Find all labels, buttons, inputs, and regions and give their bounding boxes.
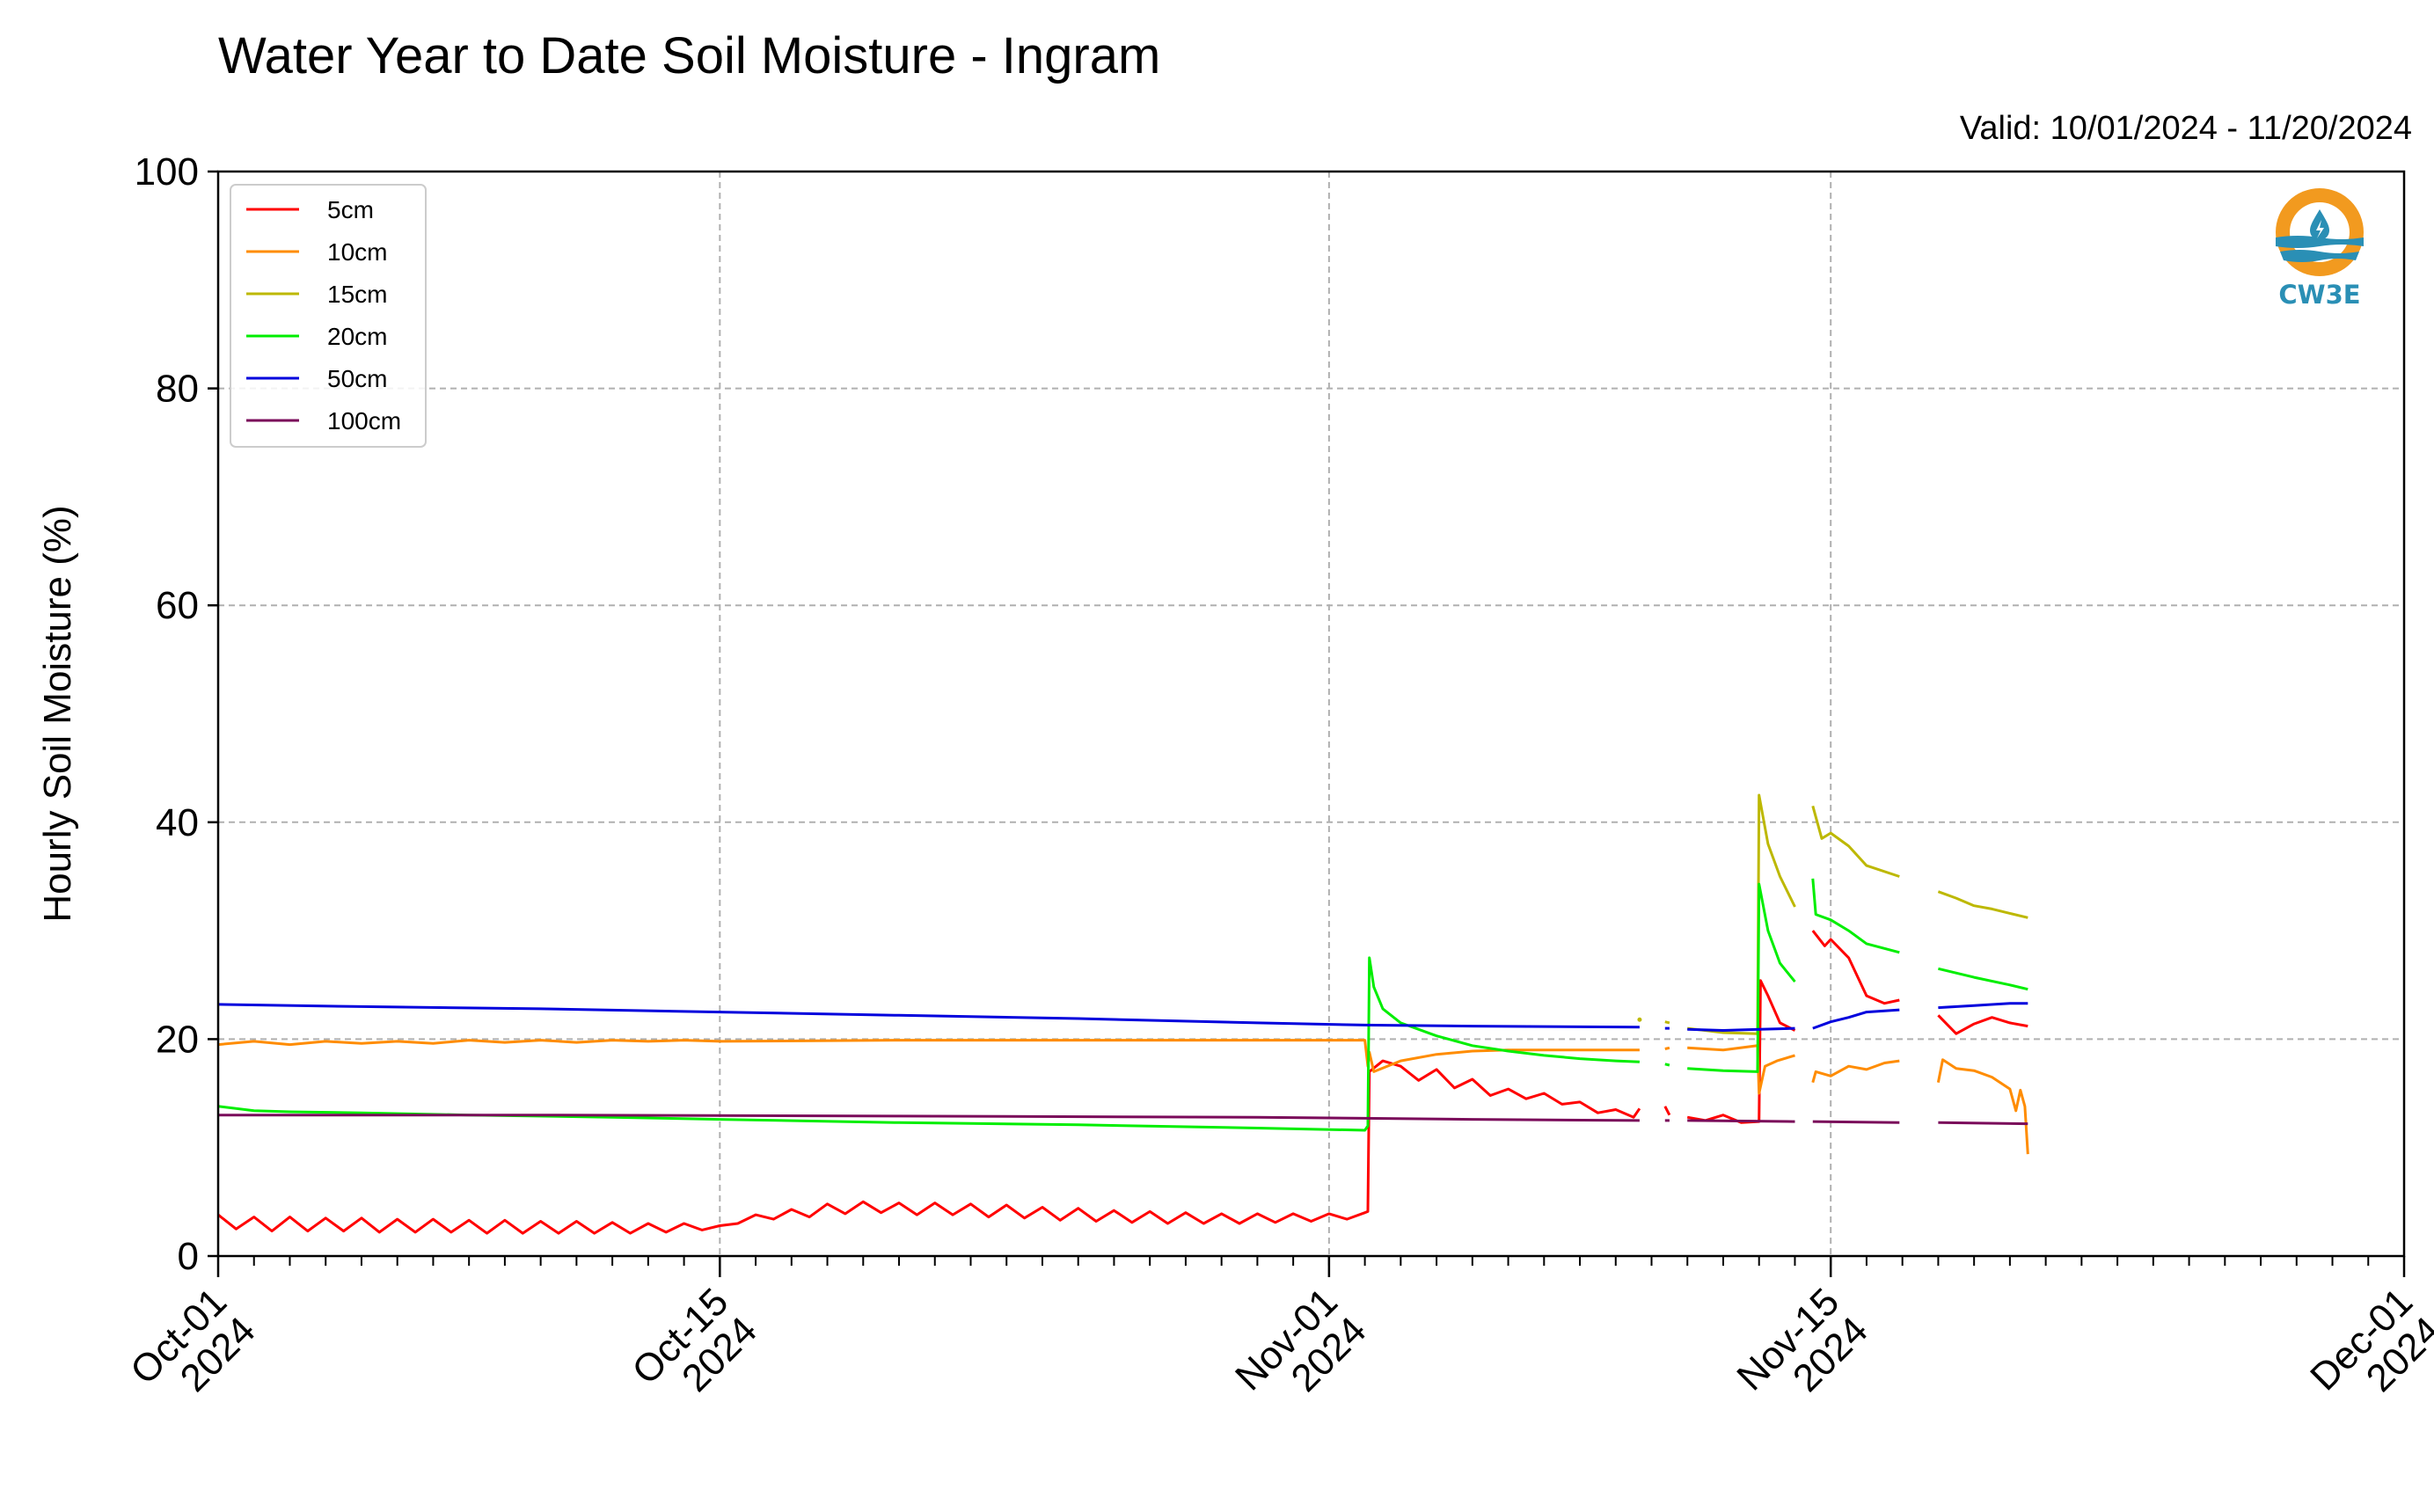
y-axis-label: Hourly Soil Moisture (%) — [36, 505, 79, 922]
y-tick-label: 0 — [178, 1235, 199, 1278]
legend-label-15cm: 15cm — [327, 281, 387, 308]
series-line — [1687, 793, 1796, 1035]
y-tick-label: 20 — [156, 1018, 199, 1061]
series-line — [1938, 1002, 2028, 1010]
series-line — [1811, 878, 1900, 954]
series-line — [1811, 805, 1900, 878]
x-tick-label: Nov-012024 — [1227, 1280, 1374, 1427]
series-line — [1687, 1026, 1795, 1032]
series-line — [1664, 1020, 1670, 1025]
legend-label-5cm: 5cm — [327, 196, 374, 223]
series-line — [1664, 1063, 1670, 1067]
series-line — [217, 1039, 1640, 1073]
series-line — [217, 1059, 1641, 1235]
series-line — [1687, 1044, 1795, 1095]
series-20cm — [217, 878, 2028, 1132]
grid-lines — [218, 172, 2404, 1256]
chart-title: Water Year to Date Soil Moisture - Ingra… — [218, 27, 1161, 84]
series-point — [1637, 1017, 1642, 1022]
x-tick-label: Oct-012024 — [122, 1280, 264, 1421]
series-line — [1937, 1014, 2028, 1035]
series-line — [1937, 890, 2028, 919]
y-tick-label: 100 — [135, 150, 199, 194]
x-tick-label: Oct-152024 — [624, 1280, 765, 1421]
legend-label-10cm: 10cm — [327, 238, 387, 266]
series-line — [1686, 979, 1796, 1124]
legend: 5cm 10cm 15cm 20cm 50cm 100cm — [230, 184, 427, 448]
series-50cm — [217, 1002, 2028, 1032]
x-tick-label: Dec-012024 — [2302, 1280, 2434, 1427]
series-100cm — [218, 1114, 2028, 1126]
series-line — [1938, 967, 2028, 991]
y-tick-label: 60 — [156, 584, 199, 627]
y-tick-label: 80 — [156, 368, 199, 411]
series-line — [1663, 1106, 1671, 1116]
legend-label-50cm: 50cm — [327, 365, 387, 392]
series-5cm — [217, 930, 2028, 1235]
series-line — [1812, 1120, 1900, 1124]
legend-label-20cm: 20cm — [327, 323, 387, 350]
series-10cm — [217, 1039, 2029, 1155]
series-15cm — [1637, 793, 2028, 1035]
series-line — [1811, 1059, 1900, 1084]
series-lines — [217, 793, 2029, 1235]
series-line — [218, 1114, 1640, 1122]
cw3e-logo-icon — [2276, 188, 2364, 276]
x-tick-label: Nov-152024 — [1729, 1280, 1875, 1427]
plot-frame — [216, 170, 2406, 1258]
series-line — [1936, 1058, 2029, 1155]
cw3e-logo-text: CW3E — [2278, 280, 2361, 310]
cw3e-logo: CW3E — [2271, 185, 2368, 312]
y-tick-label: 40 — [156, 801, 199, 844]
series-line — [1687, 882, 1796, 1073]
legend-label-100cm: 100cm — [327, 407, 401, 435]
series-line — [217, 1003, 1640, 1029]
series-line — [1811, 930, 1900, 1005]
series-line — [1938, 1121, 2028, 1126]
series-line — [1812, 1008, 1900, 1030]
chart-subtitle: Valid: 10/01/2024 - 11/20/2024 — [1959, 110, 2412, 147]
